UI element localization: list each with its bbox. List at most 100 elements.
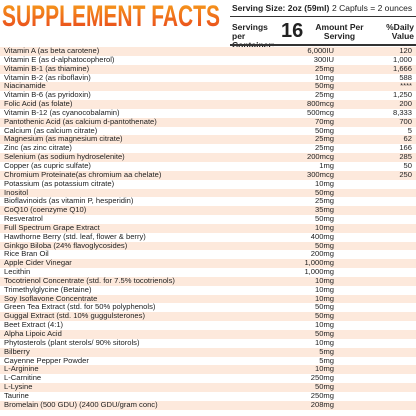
amount: 5mg: [319, 355, 334, 365]
ingredient: Selenium (as sodium hydroselenite): [4, 152, 125, 162]
amount: 800mcg: [306, 99, 334, 109]
amount: 10mg: [315, 222, 334, 232]
ingredient: L-Lysine: [4, 382, 33, 392]
facts-row: Vitamin B-1 (as thiamine) 25mg 1,666: [0, 63, 416, 74]
ingredient: Cayenne Pepper Powder: [4, 355, 89, 365]
ingredient: Vitamin E (as d-alphatocopherol): [4, 54, 115, 64]
amount: 10mg: [315, 337, 334, 347]
facts-row: Calcium (as calcium citrate) 50mg 5: [0, 125, 416, 136]
facts-row: Niacinamide 50mg ****: [0, 81, 416, 92]
daily-value: 50: [403, 160, 412, 170]
amount: 50mg: [315, 125, 334, 135]
amount: 1,000mg: [304, 258, 334, 268]
ingredient: Vitamin B-1 (as thiamine): [4, 63, 90, 73]
serving-size: Serving Size: 2oz (59ml): [232, 3, 330, 13]
ingredient: Copper (as cupric sulfate): [4, 160, 91, 170]
facts-row: Resveratrol 50mg: [0, 214, 416, 224]
facts-row: Hawthorne Berry (std. leaf, flower & ber…: [0, 231, 416, 242]
ingredient: Vitamin A (as beta carotene): [4, 46, 100, 55]
amount: 25mg: [315, 90, 334, 100]
amount: 50mg: [315, 311, 334, 321]
facts-row: Tocotrienol Concentrate (std. for 7.5% t…: [0, 275, 416, 286]
amount: 50mg: [315, 302, 334, 312]
daily-value: 62: [403, 134, 412, 144]
facts-row: Vitamin A (as beta carotene) 6,000IU 120: [0, 46, 416, 56]
daily-value: ****: [400, 81, 412, 91]
amount: 200mg: [310, 249, 334, 259]
amount: 25mg: [315, 63, 334, 73]
ingredient: Trimethylglycine (Betaine): [4, 284, 92, 294]
ingredient: Bioflavinoids (as vitamin P, hesperidin): [4, 196, 134, 206]
ingredient: L-Carnitine: [4, 373, 42, 383]
facts-row: Beet Extract (4:1) 10mg: [0, 320, 416, 330]
facts-row: Potassium (as potassium citrate) 10mg: [0, 178, 416, 189]
facts-row: Copper (as cupric sulfate) 1mg 50: [0, 160, 416, 171]
amount: 5mg: [319, 346, 334, 356]
amount: 300IU: [313, 54, 334, 64]
amount: 25mg: [315, 134, 334, 144]
facts-row: Vitamin E (as d-alphatocopherol) 300IU 1,0…: [0, 54, 416, 65]
daily-value: 1,250: [392, 90, 412, 100]
facts-table: Vitamin A (as beta carotene) 6,000IU 120 Vi…: [0, 46, 416, 410]
facts-row: Full Spectrum Grape Extract 10mg: [0, 222, 416, 233]
facts-row: Ginkgo Biloba (24% flavoglycosides) 50mg: [0, 240, 416, 251]
ingredient: Bromelain (500 GDU) (2400 GDU/gram conc): [4, 399, 158, 409]
facts-row: Bioflavinoids (as vitamin P, hesperidin)…: [0, 196, 416, 206]
daily-value: 700: [399, 116, 412, 126]
ingredient: Full Spectrum Grape Extract: [4, 222, 100, 232]
daily-value: 285: [399, 152, 412, 162]
facts-row: Soy Isoflavone Concentrate 10mg: [0, 293, 416, 304]
ingredient: Beet Extract (4:1): [4, 320, 64, 330]
ingredient: Zinc (as zinc citrate): [4, 143, 72, 153]
facts-row: L-Arginine 10mg: [0, 365, 416, 375]
facts-row: Magnesium (as magnesium citrate) 25mg 62: [0, 134, 416, 145]
facts-row: Phytosterols (plant sterols/ 90% sitorol…: [0, 337, 416, 348]
facts-row: Pantothenic Acid (as calcium d-pantothen…: [0, 116, 416, 127]
ingredient: Bilberry: [4, 346, 30, 356]
facts-row: Lecithin 1,000mg: [0, 267, 416, 277]
amount: 10mg: [315, 293, 334, 303]
ingredient: Calcium (as calcium citrate): [4, 125, 98, 135]
daily-value: 120: [399, 46, 412, 55]
amount: 25mg: [315, 143, 334, 153]
facts-row: Vitamin B-12 (as cyanocobalamin) 500mcg 8,…: [0, 107, 416, 118]
facts-row: L-Carnitine 250mg: [0, 373, 416, 383]
amount: 208mg: [310, 399, 334, 409]
ingredient: Inositol: [4, 187, 29, 197]
amount: 50mg: [315, 187, 334, 197]
facts-row: Zinc (as zinc citrate) 25mg 166: [0, 143, 416, 153]
facts-row: Chromium Proteinate(as chromium aa chela…: [0, 169, 416, 180]
ingredient: Ginkgo Biloba (24% flavoglycosides): [4, 240, 128, 250]
ingredient: Rice Bran Oil: [4, 249, 49, 259]
ingredient: Vitamin B-12 (as cyanocobalamin): [4, 107, 120, 117]
amount: 70mg: [315, 116, 334, 126]
amount: 6,000IU: [307, 46, 334, 55]
amount: 50mg: [315, 329, 334, 338]
facts-row: Bromelain (500 GDU) (2400 GDU/gram conc)…: [0, 399, 416, 410]
facts-row: Vitamin B-6 (as pyridoxin) 25mg 1,250: [0, 90, 416, 100]
title-graphic: SUPPLEMENT FACTS: [2, 0, 220, 30]
ingredient: Tocotrienol Concentrate (std. for 7.5% t…: [4, 275, 175, 285]
facts-row: Taurine 250mg: [0, 391, 416, 401]
daily-value: 8,333: [392, 107, 412, 117]
facts-row: Guggal Extract (std. 10% guggulsterones)…: [0, 311, 416, 322]
ingredient: Potassium (as potassium citrate): [4, 178, 115, 188]
amount: 25mg: [315, 196, 334, 206]
ingredient: Green Tea Extract (std. for 50% polyphen…: [4, 302, 156, 312]
ingredient: Guggal Extract (std. 10% guggulsterones): [4, 311, 145, 321]
ingredient: Apple Cider Vinegar: [4, 258, 72, 268]
ingredient: Chromium Proteinate(as chromium aa chela…: [4, 169, 162, 179]
facts-row: CoQ10 (coenzyme Q10) 35mg: [0, 205, 416, 216]
facts-row: Apple Cider Vinegar 1,000mg: [0, 258, 416, 269]
amount: 500mcg: [306, 107, 334, 117]
daily-value: 5: [407, 125, 412, 135]
ingredient: Folic Acid (as folate): [4, 99, 73, 109]
amount: 400mg: [310, 231, 334, 241]
ingredient: Phytosterols (plant sterols/ 90% sitorol…: [4, 337, 140, 347]
ingredient: Pantothenic Acid (as calcium d-pantothen…: [4, 116, 157, 126]
daily-value: 200: [399, 99, 412, 109]
amount: 200mcg: [306, 152, 334, 162]
daily-value: 588: [399, 72, 412, 82]
daily-value: 1,666: [392, 63, 412, 73]
ingredient: Hawthorne Berry (std. leaf, flower & ber…: [4, 231, 146, 241]
